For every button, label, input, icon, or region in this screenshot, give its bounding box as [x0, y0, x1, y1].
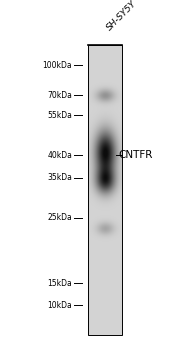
- Text: CNTFR: CNTFR: [118, 150, 152, 160]
- Text: 40kDa: 40kDa: [47, 150, 72, 160]
- Text: 25kDa: 25kDa: [47, 214, 72, 223]
- Text: 35kDa: 35kDa: [47, 174, 72, 182]
- Text: 10kDa: 10kDa: [47, 301, 72, 309]
- Bar: [88, 45, 122, 335]
- Text: 70kDa: 70kDa: [47, 91, 72, 99]
- Text: 55kDa: 55kDa: [47, 111, 72, 119]
- Text: 100kDa: 100kDa: [42, 61, 72, 70]
- Text: SH-SY5Y: SH-SY5Y: [105, 0, 138, 32]
- Text: 15kDa: 15kDa: [47, 279, 72, 287]
